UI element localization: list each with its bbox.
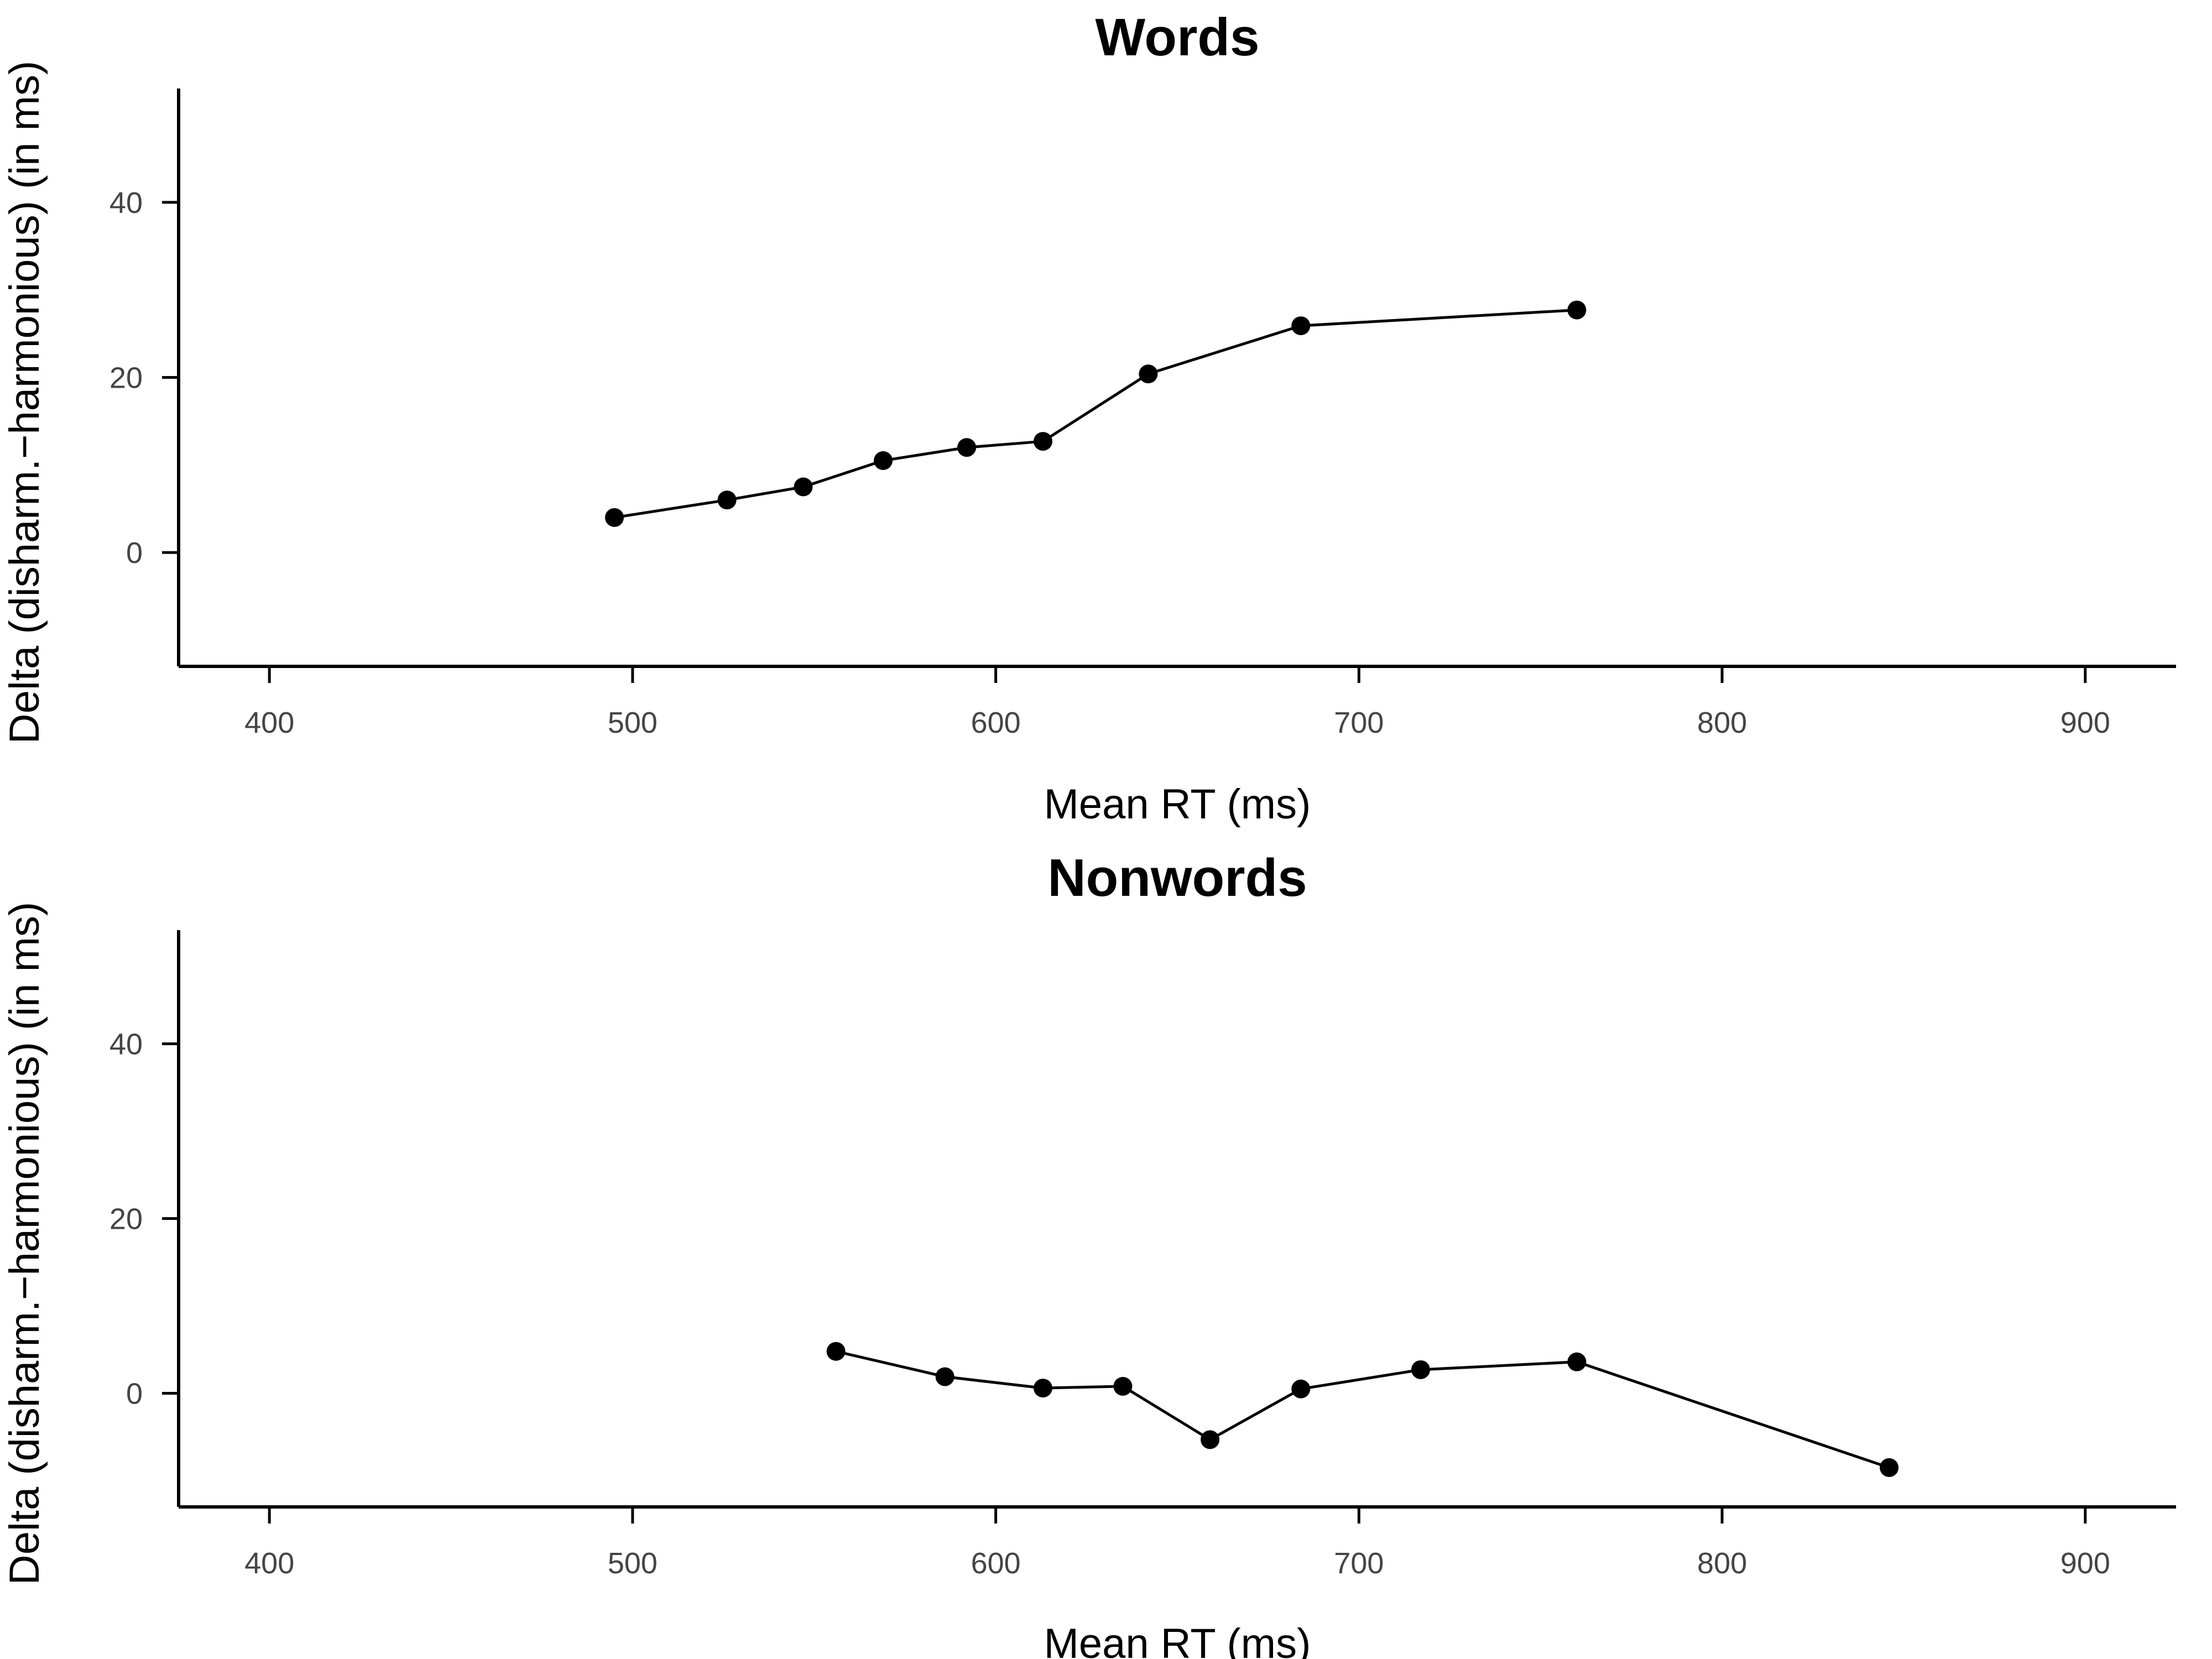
x-axis-label: Mean RT (ms) [1044,1620,1311,1659]
x-tick-label: 900 [2060,1547,2110,1580]
data-point [1034,1379,1053,1398]
x-tick-label: 700 [1334,706,1384,739]
data-point [1201,1430,1220,1449]
data-point [1291,1379,1311,1399]
x-tick-label: 400 [244,1547,294,1580]
x-tick-label: 500 [608,1547,658,1580]
data-point [794,477,813,497]
series-line [614,309,1577,519]
chart-title: Words [1095,8,1260,67]
data-point [1567,300,1587,320]
data-point [935,1367,954,1386]
y-tick-label: 0 [126,536,143,570]
data-point [1291,316,1311,336]
x-tick-label: 700 [1334,1547,1384,1580]
x-tick-label: 800 [1697,706,1747,739]
data-point [1034,432,1053,451]
y-tick-label: 40 [109,1027,143,1061]
x-tick-label: 600 [971,706,1021,739]
data-point [1880,1458,1899,1477]
data-point [874,451,893,470]
data-point [957,438,977,457]
data-point [605,508,624,527]
data-point [826,1342,846,1361]
x-tick-label: 500 [608,706,658,739]
y-axis-label: Delta (disharm.−harmonious) (in ms) [1,61,48,744]
x-axis-label: Mean RT (ms) [1044,781,1311,828]
y-axis-label: Delta (disharm.−harmonious) (in ms) [1,902,48,1585]
chart-panel-words: Words 400 500 600 700 800 900 0 20 40 Mean RT (ms)… [1,8,2176,828]
chart-title: Nonwords [1047,848,1307,907]
x-tick-label: 400 [244,706,294,739]
x-tick-label: 800 [1697,1547,1747,1580]
data-point [1411,1360,1431,1379]
series-line [836,1350,1890,1469]
y-tick-label: 20 [109,1203,143,1236]
data-point [717,491,737,510]
data-point [1567,1352,1587,1371]
data-point [1139,364,1158,384]
y-tick-label: 40 [109,186,143,220]
chart-panel-nonwords: Nonwords 400 500 600 700 800 900 0 20 40 Mean RT (… [1,848,2176,1659]
x-tick-label: 900 [2060,706,2110,739]
y-tick-label: 20 [109,362,143,395]
x-tick-label: 600 [971,1547,1021,1580]
data-point [1113,1376,1133,1396]
y-tick-label: 0 [126,1378,143,1411]
